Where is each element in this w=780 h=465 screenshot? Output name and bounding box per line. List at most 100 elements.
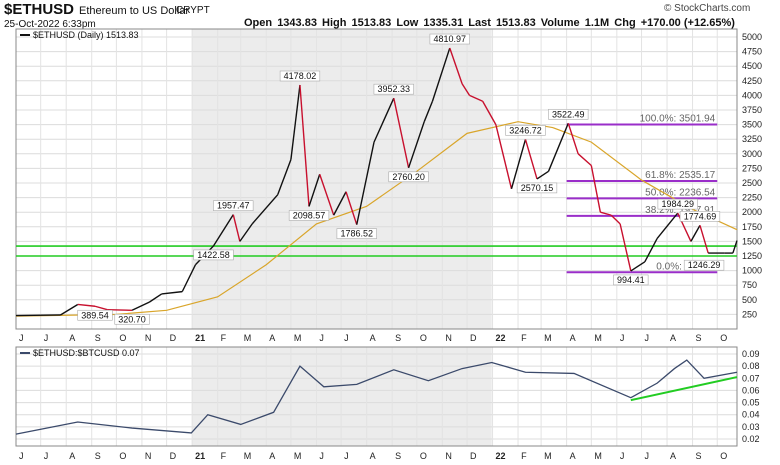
ratio-x-tick-label: N [145, 451, 152, 461]
price-segment [690, 225, 701, 242]
copyright-label: © StockCharts.com [664, 3, 751, 14]
ratio-x-tick-label: J [19, 451, 24, 461]
chg-label: Chg [614, 17, 636, 29]
exchange-label: CRYPT [176, 5, 210, 16]
point-label-box [505, 125, 546, 136]
price-segment [161, 290, 183, 295]
x-tick-label: F [521, 333, 527, 343]
price-segment [290, 84, 301, 160]
fib-level-label: 100.0%: 3501.94 [640, 113, 716, 124]
x-tick-label: 22 [496, 333, 506, 343]
ratio-x-tick-label: O [720, 451, 727, 461]
price-segment [345, 191, 358, 225]
point-label-box [114, 313, 150, 325]
ratio-x-tick-label: A [370, 451, 376, 461]
ratio-x-tick-label: O [420, 451, 427, 461]
price-segment [107, 309, 133, 311]
point-label: 1774.69 [684, 211, 717, 221]
instrument-name: Ethereum to US Dollar [79, 5, 190, 17]
price-segment [308, 174, 321, 207]
price-segment [449, 47, 463, 84]
price-segment [524, 139, 538, 180]
x-tick-label: J [344, 333, 349, 343]
point-label-box [193, 249, 234, 261]
point-label: 994.41 [617, 275, 645, 285]
price-segment [373, 97, 395, 143]
price-segment [699, 225, 709, 254]
ratio-panel-border [15, 346, 738, 447]
price-segment [299, 84, 310, 207]
x-tick-label: 21 [195, 333, 205, 343]
open-label: Open [244, 17, 273, 29]
y-tick-label: 4500 [742, 61, 762, 71]
price-segment [469, 94, 483, 102]
price-segment [431, 47, 451, 102]
x-tick-label: A [370, 333, 376, 343]
ratio-y-tick-label: 0.04 [742, 410, 760, 420]
point-label-box [77, 309, 113, 321]
x-tick-label: S [696, 333, 702, 343]
x-tick-label: J [319, 333, 324, 343]
price-segment [131, 301, 150, 311]
y-tick-label: 250 [742, 309, 757, 319]
point-label-box [679, 211, 721, 222]
ratio-trendline [630, 376, 738, 402]
price-segment [277, 159, 292, 195]
y-tick-label: 750 [742, 280, 757, 290]
price-segment [510, 139, 527, 190]
price-segment [482, 100, 497, 125]
ratio-x-tick-label: M [294, 451, 302, 461]
ratio-x-tick-label: O [119, 451, 126, 461]
x-tick-label: N [145, 333, 152, 343]
ratio-x-tick-label: S [696, 451, 702, 461]
ratio-x-tick-label: J [319, 451, 324, 461]
point-label: 2098.57 [293, 210, 326, 220]
point-label-box [657, 198, 698, 210]
point-label-box [516, 182, 558, 194]
price-segment [251, 194, 279, 225]
ratio-legend: $ETHUSD:$BTCUSD 0.07 [33, 348, 140, 358]
point-label: 4810.97 [433, 34, 466, 44]
point-label: 1984.29 [661, 199, 694, 209]
point-label-box [429, 33, 470, 45]
point-label: 3522.49 [552, 109, 585, 119]
ratio-x-tick-label: M [244, 451, 252, 461]
y-tick-label: 500 [742, 295, 757, 305]
x-tick-label: M [544, 333, 552, 343]
ratio-x-tick-label: 21 [195, 451, 205, 461]
ratio-x-tick-label: A [570, 451, 576, 461]
ratio-x-tick-label: A [69, 451, 75, 461]
moving-average-line [15, 121, 738, 317]
point-label: 1957.47 [217, 201, 250, 211]
point-label-box [288, 210, 330, 221]
price-legend: $ETHUSD (Daily) 1513.83 [33, 30, 139, 40]
x-tick-label: A [269, 333, 275, 343]
ratio-y-tick-label: 0.02 [742, 434, 760, 444]
ratio-x-tick-label: D [170, 451, 177, 461]
x-tick-label: J [19, 333, 24, 343]
ratio-y-tick-label: 0.09 [742, 349, 760, 359]
price-segment [77, 303, 96, 307]
x-tick-label: D [170, 333, 177, 343]
x-tick-label: M [244, 333, 252, 343]
price-segment [181, 264, 197, 292]
fib-level-label: 50.0%: 2236.54 [645, 187, 715, 198]
fib-level-label: 61.8%: 2535.17 [645, 170, 715, 181]
point-label: 3246.72 [509, 125, 542, 135]
price-segment [94, 305, 108, 311]
chart-date: 25-Oct-2022 6:33pm [4, 19, 96, 30]
price-segment [536, 170, 549, 180]
y-tick-label: 3000 [742, 149, 762, 159]
high-value: 1513.83 [351, 17, 392, 29]
point-label-box [548, 108, 589, 120]
price-segment [15, 314, 61, 317]
ratio-x-tick-label: N [445, 451, 452, 461]
price-segment [232, 214, 241, 242]
price-segment [239, 223, 253, 242]
y-tick-label: 5000 [742, 32, 762, 42]
point-label: 2570.15 [521, 183, 554, 193]
price-segment [590, 165, 602, 213]
price-segment [212, 214, 234, 247]
price-segment [495, 124, 513, 190]
